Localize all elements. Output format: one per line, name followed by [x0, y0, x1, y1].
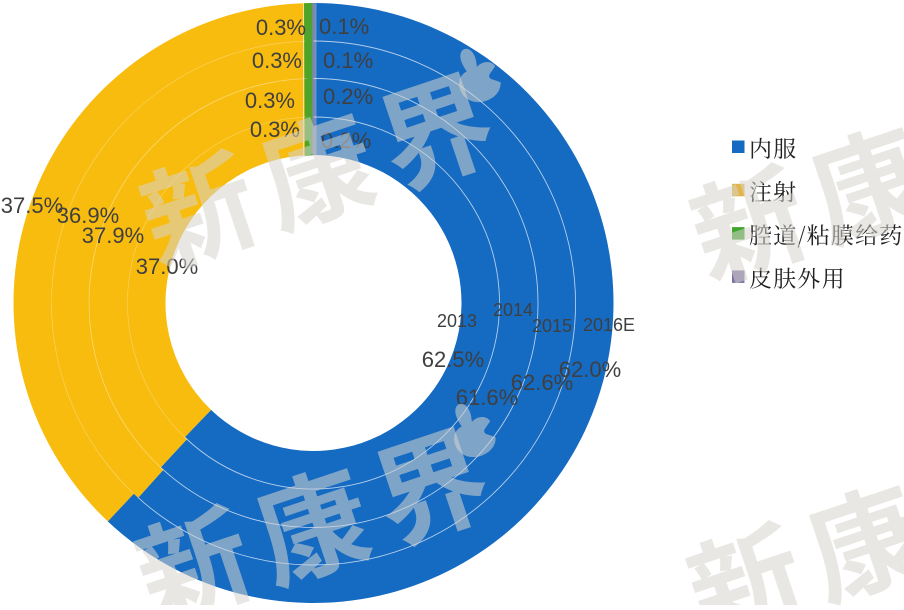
svg-text:37.9%: 37.9% [82, 223, 144, 248]
svg-text:36.9%: 36.9% [57, 203, 119, 228]
svg-text:2013: 2013 [437, 311, 477, 331]
svg-text:62.5%: 62.5% [422, 347, 484, 372]
svg-text:0.3%: 0.3% [245, 88, 295, 113]
svg-text:2014: 2014 [493, 300, 533, 320]
svg-text:0.3%: 0.3% [252, 48, 302, 73]
svg-text:0.1%: 0.1% [323, 48, 373, 73]
svg-text:37.5%: 37.5% [1, 193, 63, 218]
svg-text:62.0%: 62.0% [559, 357, 621, 382]
svg-text:0.1%: 0.1% [319, 14, 369, 39]
svg-text:0.3%: 0.3% [256, 15, 306, 40]
svg-text:2015: 2015 [532, 316, 572, 336]
svg-text:62.6%: 62.6% [511, 370, 573, 395]
svg-text:0.2%: 0.2% [323, 84, 373, 109]
svg-text:2016E: 2016E [583, 315, 635, 335]
svg-text:61.6%: 61.6% [456, 385, 518, 410]
